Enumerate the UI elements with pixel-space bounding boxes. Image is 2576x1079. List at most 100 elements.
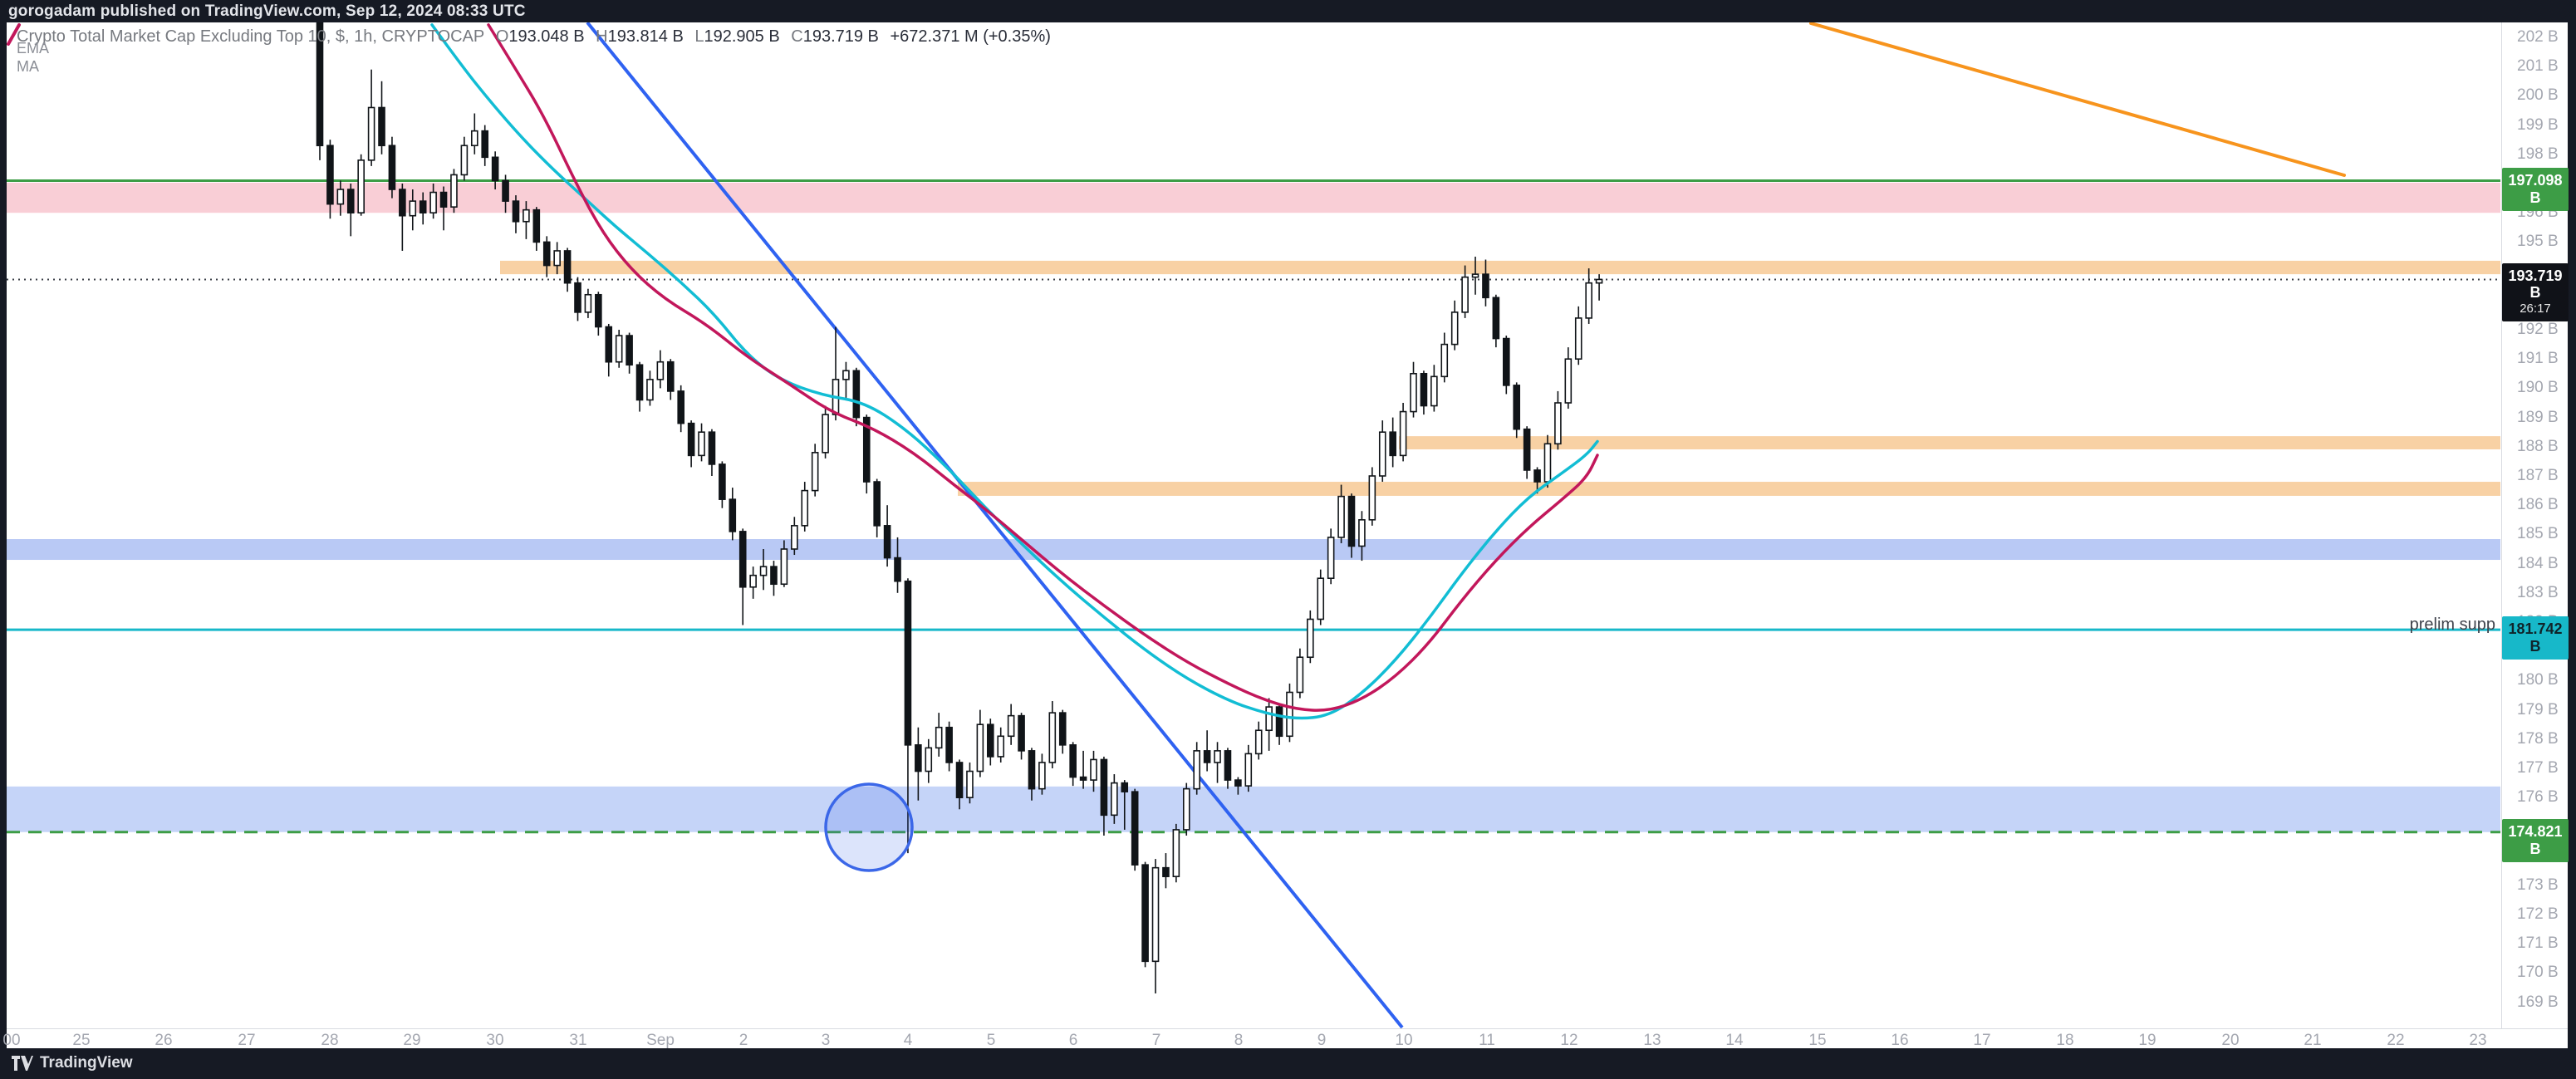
candle-up: [749, 574, 757, 588]
candle-up: [367, 106, 375, 161]
time-tick-label: 2: [738, 1032, 748, 1049]
blue-demand-zone-upper[interactable]: [7, 539, 2500, 561]
time-tick-label: 29: [403, 1032, 421, 1049]
candle-down: [502, 179, 509, 202]
ma-indicator-label[interactable]: MA: [17, 58, 39, 75]
time-tick-label: 27: [238, 1032, 256, 1049]
time-tick-label: 21: [2304, 1032, 2322, 1049]
time-tick-label: 16: [1891, 1032, 1909, 1049]
time-tick-label: 10: [1395, 1032, 1413, 1049]
ema-indicator-label[interactable]: EMA: [17, 40, 50, 56]
candle-down: [346, 189, 355, 213]
time-tick-label: 28: [321, 1032, 339, 1049]
candle-up: [1554, 402, 1562, 445]
price-tick-label: 172 B: [2517, 905, 2559, 923]
ohlc-open-value: 193.048 B: [508, 27, 585, 46]
ohlc-close-value: 193.719 B: [802, 27, 879, 46]
support-price-tag: 174.821 B: [2502, 818, 2569, 862]
candle-down: [883, 525, 891, 559]
tradingview-logo[interactable]: TradingView: [12, 1054, 133, 1072]
candle-down: [532, 208, 541, 243]
candle-up: [1214, 750, 1221, 763]
candle-down: [738, 531, 747, 588]
ma-line[interactable]: [487, 23, 1599, 712]
candle-up: [1254, 729, 1263, 755]
candle-up: [1399, 410, 1407, 457]
orange-zone-low[interactable]: [958, 482, 2500, 496]
candle-down: [605, 326, 613, 363]
orange-downtrend-line[interactable]: [1809, 22, 2346, 177]
candle-down: [326, 145, 334, 205]
candle-up: [811, 452, 819, 492]
time-tick-label: 3: [821, 1032, 831, 1049]
candle-up: [1172, 829, 1180, 878]
time-tick-label: 00: [2, 1032, 21, 1049]
price-axis-separator: [2501, 22, 2502, 1028]
time-tick-label: 11: [1479, 1032, 1495, 1049]
candle-up: [470, 130, 478, 147]
pink-supply-zone[interactable]: [7, 182, 2500, 213]
symbol-legend[interactable]: Crypto Total Market Cap Excluding Top 10…: [17, 27, 1051, 47]
time-tick-label: 5: [986, 1032, 996, 1049]
blue-demand-zone-lower[interactable]: [7, 786, 2500, 832]
time-axis-separator: [7, 1028, 2568, 1029]
price-tick-label: 191 B: [2517, 350, 2559, 368]
candle-up: [584, 293, 592, 313]
ohlc-low-label: L: [694, 27, 704, 46]
time-tick-label: 30: [486, 1032, 504, 1049]
candle-down: [399, 189, 406, 217]
candle-down: [1234, 779, 1242, 787]
candle-down: [491, 156, 499, 182]
price-tick-label: 188 B: [2517, 437, 2559, 455]
candle-down: [1347, 495, 1356, 547]
ma-fragment-top-left[interactable]: [7, 23, 21, 46]
candle-up: [1461, 276, 1469, 313]
time-tick-label: 26: [155, 1032, 173, 1049]
candle-up: [460, 145, 469, 176]
candle-down: [1162, 866, 1170, 878]
candle-up: [1430, 375, 1438, 407]
candle-up: [1048, 712, 1057, 763]
candle-up: [1368, 475, 1376, 521]
candle-down: [1121, 782, 1129, 792]
candle-up: [1337, 495, 1345, 538]
tradingview-logo-icon: [12, 1056, 33, 1071]
candle-up: [1574, 317, 1582, 360]
candle-down: [1389, 431, 1396, 457]
candle-up: [1090, 758, 1097, 781]
candle-up: [1327, 537, 1335, 579]
orange-resistance-zone-top[interactable]: [500, 260, 2500, 275]
price-tick-label: 179 B: [2517, 700, 2559, 719]
orange-zone-mid[interactable]: [1399, 436, 2500, 449]
candle-up: [935, 726, 943, 749]
candle-down: [635, 364, 644, 401]
candle-up: [1265, 706, 1273, 732]
candle-down: [1018, 714, 1025, 752]
candle-up: [1244, 753, 1253, 787]
bar-countdown: 26:17: [2520, 302, 2551, 316]
price-tick-label: 169 B: [2517, 993, 2559, 1011]
candle-up: [997, 735, 1005, 758]
blue-downtrend-line[interactable]: [586, 22, 1404, 1028]
tradingview-brand-text: TradingView: [40, 1054, 133, 1072]
price-tick-label: 178 B: [2517, 729, 2559, 748]
blue-circle-highlight[interactable]: [824, 782, 914, 872]
candle-down: [729, 498, 737, 532]
candle-up: [429, 191, 437, 213]
price-tick-label: 185 B: [2517, 525, 2559, 543]
candle-up: [1007, 714, 1015, 738]
candle-down: [481, 130, 489, 159]
ema-line[interactable]: [430, 23, 1599, 720]
candle-up: [842, 370, 850, 380]
candle-up: [759, 566, 768, 576]
time-tick-label: 25: [72, 1032, 91, 1049]
ohlc-close-label: C: [791, 27, 803, 46]
candle-down: [1100, 758, 1108, 817]
candle-down: [945, 726, 953, 763]
candle-down: [987, 723, 994, 758]
candle-up: [822, 414, 829, 454]
candle-down: [1482, 273, 1489, 299]
symbol-title: Crypto Total Market Cap Excluding Top 10…: [17, 27, 485, 46]
